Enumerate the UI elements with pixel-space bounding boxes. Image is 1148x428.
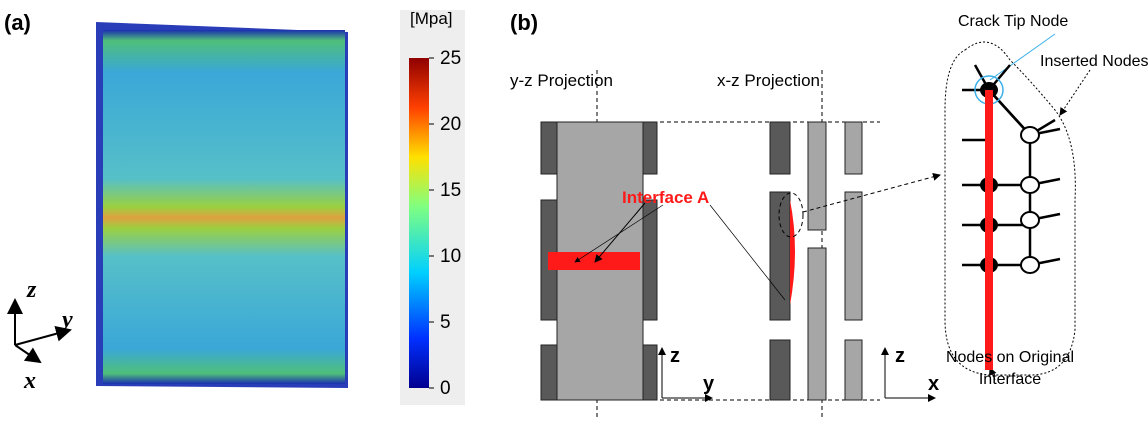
xz-projection: [770, 122, 862, 400]
axis-y: y: [703, 373, 715, 395]
original-label: Nodes on Original: [946, 349, 1074, 366]
nodes: [962, 82, 1060, 273]
inserted-node: [1021, 257, 1039, 273]
colorbar-tick-label: 5: [440, 312, 451, 333]
axis-z: z: [670, 345, 680, 367]
figure: (a) [Mpa] z y x (b) y-z Projection x-z P…: [0, 0, 1148, 423]
axis-z: z: [895, 345, 905, 367]
colorbar-tick-label: 25: [440, 48, 461, 69]
crack-tip-label: Crack Tip Node: [958, 13, 1068, 30]
interface-line: [985, 90, 993, 370]
inserted-node: [1021, 177, 1039, 193]
axis-x: x: [928, 373, 939, 395]
colorbar-tick-label: 10: [440, 246, 461, 267]
xz-title: x-z Projection: [717, 71, 820, 90]
inserted-node: [1021, 127, 1039, 143]
colorbar-tick-label: 20: [440, 114, 461, 135]
axis-x: x: [23, 368, 36, 394]
colorbar-tick-label: 0: [440, 378, 451, 399]
original-label: Interface: [979, 371, 1041, 388]
unit: [Mpa]: [410, 9, 453, 28]
inserted-label: Inserted Nodes: [1040, 53, 1148, 70]
panel-label: (a): [4, 10, 31, 35]
axis-y: y: [59, 307, 73, 333]
inserted-node: [1021, 212, 1039, 228]
axis-z: z: [26, 277, 37, 303]
colorbar: [409, 58, 429, 388]
stress-map: [103, 30, 345, 384]
detail-outline: [945, 42, 1075, 375]
yz-title: y-z Projection: [510, 71, 613, 90]
interface-yz: [548, 252, 640, 270]
colorbar-tick-label: 15: [440, 180, 461, 201]
interface-xz: [790, 200, 795, 305]
interface-label: Interface A: [622, 188, 709, 207]
panel-label: (b): [510, 10, 538, 35]
mesh: [962, 65, 1065, 265]
